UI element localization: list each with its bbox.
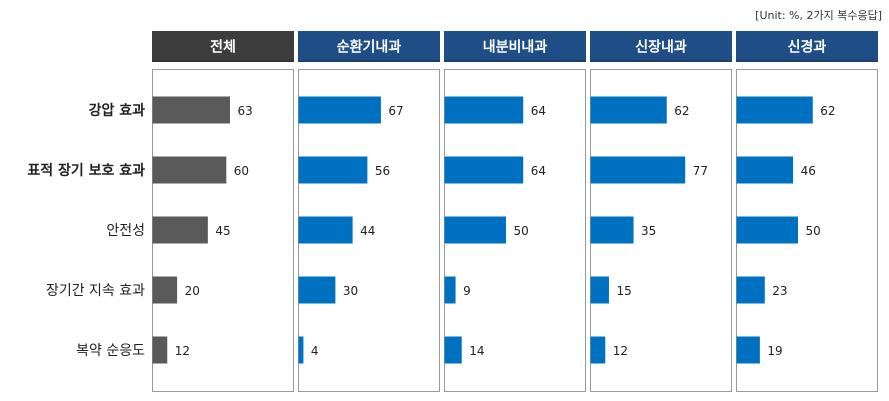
data-label: 50 — [514, 224, 529, 238]
bar — [298, 156, 368, 184]
bar — [298, 96, 381, 124]
category-label: 강압 효과 — [89, 102, 146, 119]
series-header-shadow — [736, 60, 878, 62]
bar — [444, 336, 462, 364]
series-name: 전체 — [210, 39, 236, 56]
bar — [298, 276, 336, 304]
data-label: 30 — [343, 284, 358, 298]
data-label: 19 — [767, 344, 782, 358]
data-label: 62 — [674, 104, 689, 118]
data-label: 64 — [531, 104, 546, 118]
data-label: 9 — [463, 284, 471, 298]
data-label: 60 — [234, 164, 249, 178]
data-label: 14 — [469, 344, 484, 358]
data-label: 20 — [185, 284, 200, 298]
category-label: 안전성 — [106, 223, 145, 239]
series-name: 순환기내과 — [337, 39, 402, 56]
bar — [152, 336, 168, 364]
series-name: 신장내과 — [635, 39, 687, 56]
series-header-shadow — [152, 60, 294, 62]
bar — [590, 336, 606, 364]
bar — [590, 156, 686, 184]
data-label: 23 — [772, 284, 787, 298]
bar — [736, 96, 813, 124]
bar — [152, 156, 227, 184]
bar — [736, 216, 798, 244]
data-label: 46 — [801, 164, 816, 178]
data-label: 64 — [531, 164, 546, 178]
series-header-shadow — [590, 60, 732, 62]
bar — [736, 276, 765, 304]
data-label: 12 — [175, 344, 190, 358]
bar — [444, 96, 524, 124]
data-label: 12 — [613, 344, 628, 358]
series-header-shadow — [298, 60, 440, 62]
series-header — [298, 31, 440, 62]
data-label: 35 — [641, 224, 656, 238]
series-header — [152, 31, 294, 62]
data-label: 44 — [360, 224, 375, 238]
data-label: 50 — [806, 224, 821, 238]
data-label: 67 — [388, 104, 403, 118]
bar — [590, 96, 667, 124]
data-label: 77 — [693, 164, 708, 178]
data-label: 56 — [375, 164, 390, 178]
series-header-shadow — [444, 60, 586, 62]
bar — [152, 276, 178, 304]
data-label: 15 — [616, 284, 631, 298]
data-label: 45 — [215, 224, 230, 238]
data-label: 4 — [311, 344, 319, 358]
bar — [736, 336, 760, 364]
bar — [152, 96, 230, 124]
bar — [298, 336, 304, 364]
bar — [590, 276, 609, 304]
series-name: 내분비내과 — [483, 40, 548, 56]
data-label: 62 — [820, 104, 835, 118]
series-name: 신경과 — [788, 39, 827, 56]
unit-note: [Unit: %, 2가지 복수응답] — [755, 9, 882, 22]
series-header — [736, 31, 878, 62]
bar — [444, 216, 506, 244]
bar — [590, 216, 634, 244]
category-label: 표적 장기 보호 효과 — [27, 162, 145, 179]
bar — [152, 216, 208, 244]
bar — [736, 156, 794, 184]
series-header — [590, 31, 732, 62]
bar — [444, 156, 524, 184]
series-header — [444, 31, 586, 62]
bar — [444, 276, 456, 304]
data-label: 63 — [237, 104, 252, 118]
category-label: 복약 순응도 — [76, 343, 145, 359]
category-label: 장기간 지속 효과 — [46, 283, 145, 299]
bar — [298, 216, 353, 244]
